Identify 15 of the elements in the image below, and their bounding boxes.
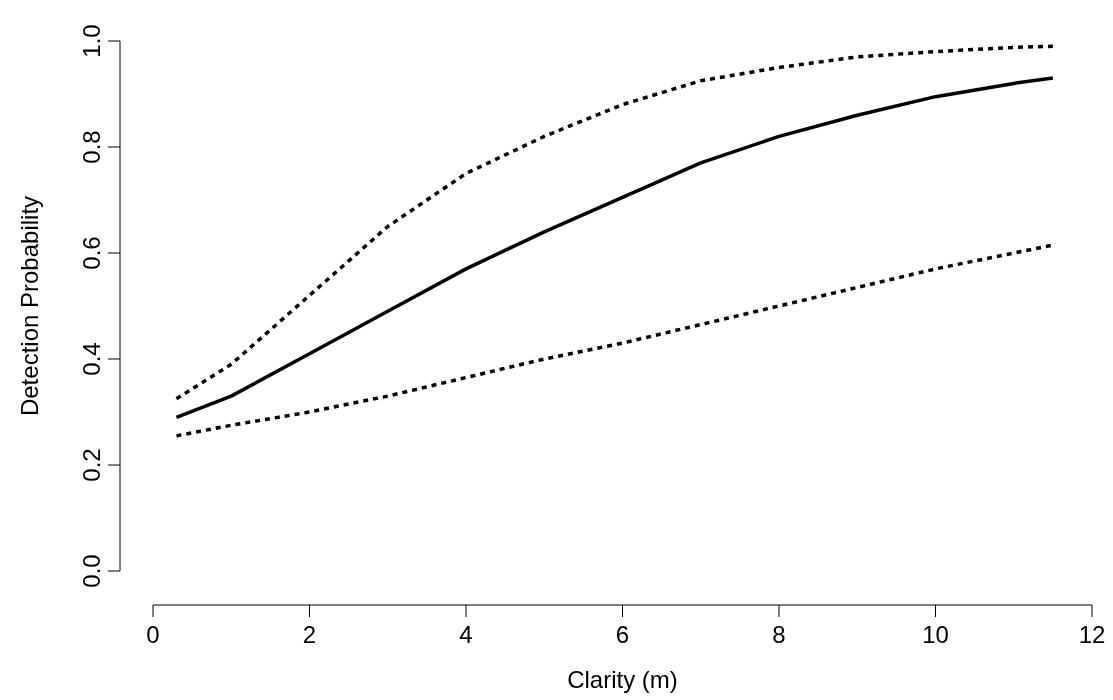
x-tick-label: 8 (772, 621, 786, 648)
y-tick-label: 0.6 (78, 236, 105, 270)
y-tick-label: 1.0 (78, 24, 105, 58)
y-tick-label: 0.8 (78, 130, 105, 164)
y-tick-label: 0.4 (78, 342, 105, 376)
x-tick-label: 0 (146, 621, 160, 648)
y-axis-title: Detection Probability (16, 195, 43, 417)
y-tick-label: 0.2 (78, 448, 105, 482)
x-axis-title: Clarity (m) (567, 666, 678, 693)
y-tick-label: 0.0 (78, 554, 105, 588)
x-tick-label: 4 (459, 621, 473, 648)
x-tick-label: 6 (615, 621, 630, 648)
x-tick-label: 10 (922, 621, 949, 648)
x-tick-label: 2 (302, 621, 317, 648)
x-tick-label: 12 (1078, 621, 1106, 648)
